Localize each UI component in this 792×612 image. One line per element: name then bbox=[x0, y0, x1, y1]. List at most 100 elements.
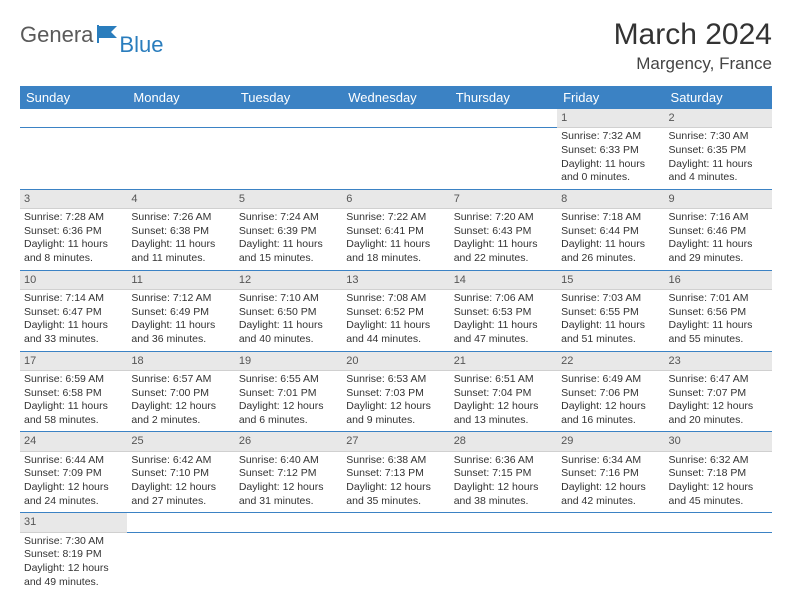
daylight-line: Daylight: 12 hours and 49 minutes. bbox=[24, 562, 123, 589]
logo-text-blue: Blue bbox=[119, 32, 163, 58]
weekday-header-row: SundayMondayTuesdayWednesdayThursdayFrid… bbox=[20, 86, 772, 109]
day-number-cell bbox=[20, 109, 127, 128]
sunset-line: Sunset: 6:44 PM bbox=[561, 225, 660, 239]
day-number-cell: 3 bbox=[20, 189, 127, 208]
day-content-cell: Sunrise: 7:03 AMSunset: 6:55 PMDaylight:… bbox=[557, 290, 664, 352]
day-number-cell: 5 bbox=[235, 189, 342, 208]
sunrise-line: Sunrise: 6:34 AM bbox=[561, 454, 660, 468]
day-number-row: 12 bbox=[20, 109, 772, 128]
day-content-cell: Sunrise: 6:53 AMSunset: 7:03 PMDaylight:… bbox=[342, 370, 449, 432]
day-content-cell: Sunrise: 6:36 AMSunset: 7:15 PMDaylight:… bbox=[450, 451, 557, 513]
sunset-line: Sunset: 7:10 PM bbox=[131, 467, 230, 481]
sunset-line: Sunset: 6:53 PM bbox=[454, 306, 553, 320]
sunset-line: Sunset: 7:07 PM bbox=[669, 387, 768, 401]
day-number-cell bbox=[127, 109, 234, 128]
day-number-cell bbox=[235, 109, 342, 128]
sunrise-line: Sunrise: 7:14 AM bbox=[24, 292, 123, 306]
sunset-line: Sunset: 6:58 PM bbox=[24, 387, 123, 401]
day-content-cell: Sunrise: 7:20 AMSunset: 6:43 PMDaylight:… bbox=[450, 209, 557, 271]
day-content-cell bbox=[20, 128, 127, 190]
daylight-line: Daylight: 12 hours and 16 minutes. bbox=[561, 400, 660, 427]
sunrise-line: Sunrise: 7:20 AM bbox=[454, 211, 553, 225]
daylight-line: Daylight: 11 hours and 18 minutes. bbox=[346, 238, 445, 265]
sunrise-line: Sunrise: 7:26 AM bbox=[131, 211, 230, 225]
day-content-row: Sunrise: 7:14 AMSunset: 6:47 PMDaylight:… bbox=[20, 290, 772, 352]
sunrise-line: Sunrise: 7:22 AM bbox=[346, 211, 445, 225]
location-label: Margency, France bbox=[614, 54, 772, 74]
daylight-line: Daylight: 12 hours and 24 minutes. bbox=[24, 481, 123, 508]
daylight-line: Daylight: 11 hours and 0 minutes. bbox=[561, 158, 660, 185]
daylight-line: Daylight: 11 hours and 51 minutes. bbox=[561, 319, 660, 346]
weekday-header: Friday bbox=[557, 86, 664, 109]
daylight-line: Daylight: 11 hours and 40 minutes. bbox=[239, 319, 338, 346]
sunrise-line: Sunrise: 6:55 AM bbox=[239, 373, 338, 387]
day-content-cell: Sunrise: 6:40 AMSunset: 7:12 PMDaylight:… bbox=[235, 451, 342, 513]
weekday-header: Monday bbox=[127, 86, 234, 109]
day-number-cell: 29 bbox=[557, 432, 664, 451]
weekday-header: Tuesday bbox=[235, 86, 342, 109]
sunrise-line: Sunrise: 7:03 AM bbox=[561, 292, 660, 306]
sunrise-line: Sunrise: 6:59 AM bbox=[24, 373, 123, 387]
sunset-line: Sunset: 6:47 PM bbox=[24, 306, 123, 320]
day-content-cell: Sunrise: 6:38 AMSunset: 7:13 PMDaylight:… bbox=[342, 451, 449, 513]
weekday-header: Thursday bbox=[450, 86, 557, 109]
sunrise-line: Sunrise: 6:57 AM bbox=[131, 373, 230, 387]
day-number-row: 24252627282930 bbox=[20, 432, 772, 451]
sunset-line: Sunset: 6:35 PM bbox=[669, 144, 768, 158]
day-content-cell: Sunrise: 7:12 AMSunset: 6:49 PMDaylight:… bbox=[127, 290, 234, 352]
sunset-line: Sunset: 6:49 PM bbox=[131, 306, 230, 320]
day-content-cell: Sunrise: 6:32 AMSunset: 7:18 PMDaylight:… bbox=[665, 451, 772, 513]
sunset-line: Sunset: 7:03 PM bbox=[346, 387, 445, 401]
sunrise-line: Sunrise: 7:32 AM bbox=[561, 130, 660, 144]
day-number-cell: 20 bbox=[342, 351, 449, 370]
sunrise-line: Sunrise: 7:01 AM bbox=[669, 292, 768, 306]
daylight-line: Daylight: 11 hours and 47 minutes. bbox=[454, 319, 553, 346]
sunset-line: Sunset: 6:52 PM bbox=[346, 306, 445, 320]
day-number-cell bbox=[450, 513, 557, 532]
day-number-cell: 10 bbox=[20, 270, 127, 289]
sunrise-line: Sunrise: 6:47 AM bbox=[669, 373, 768, 387]
day-content-cell bbox=[127, 532, 234, 593]
day-content-cell: Sunrise: 7:30 AMSunset: 6:35 PMDaylight:… bbox=[665, 128, 772, 190]
day-number-cell: 15 bbox=[557, 270, 664, 289]
sunset-line: Sunset: 7:13 PM bbox=[346, 467, 445, 481]
day-content-cell bbox=[665, 532, 772, 593]
day-content-cell bbox=[557, 532, 664, 593]
logo-flag-icon bbox=[97, 25, 119, 48]
sunset-line: Sunset: 6:41 PM bbox=[346, 225, 445, 239]
daylight-line: Daylight: 12 hours and 42 minutes. bbox=[561, 481, 660, 508]
day-number-cell bbox=[557, 513, 664, 532]
day-content-cell: Sunrise: 6:42 AMSunset: 7:10 PMDaylight:… bbox=[127, 451, 234, 513]
day-content-row: Sunrise: 7:28 AMSunset: 6:36 PMDaylight:… bbox=[20, 209, 772, 271]
day-number-cell: 19 bbox=[235, 351, 342, 370]
daylight-line: Daylight: 11 hours and 15 minutes. bbox=[239, 238, 338, 265]
daylight-line: Daylight: 11 hours and 4 minutes. bbox=[669, 158, 768, 185]
daylight-line: Daylight: 11 hours and 58 minutes. bbox=[24, 400, 123, 427]
sunset-line: Sunset: 7:00 PM bbox=[131, 387, 230, 401]
day-number-row: 3456789 bbox=[20, 189, 772, 208]
day-content-cell: Sunrise: 7:10 AMSunset: 6:50 PMDaylight:… bbox=[235, 290, 342, 352]
daylight-line: Daylight: 11 hours and 33 minutes. bbox=[24, 319, 123, 346]
day-content-cell: Sunrise: 7:28 AMSunset: 6:36 PMDaylight:… bbox=[20, 209, 127, 271]
day-content-row: Sunrise: 7:30 AMSunset: 8:19 PMDaylight:… bbox=[20, 532, 772, 593]
sunset-line: Sunset: 6:56 PM bbox=[669, 306, 768, 320]
daylight-line: Daylight: 12 hours and 45 minutes. bbox=[669, 481, 768, 508]
sunrise-line: Sunrise: 7:24 AM bbox=[239, 211, 338, 225]
weekday-header: Wednesday bbox=[342, 86, 449, 109]
sunrise-line: Sunrise: 6:38 AM bbox=[346, 454, 445, 468]
daylight-line: Daylight: 11 hours and 29 minutes. bbox=[669, 238, 768, 265]
day-number-cell: 2 bbox=[665, 109, 772, 128]
sunrise-line: Sunrise: 7:18 AM bbox=[561, 211, 660, 225]
daylight-line: Daylight: 11 hours and 26 minutes. bbox=[561, 238, 660, 265]
day-number-cell: 4 bbox=[127, 189, 234, 208]
day-number-cell: 31 bbox=[20, 513, 127, 532]
daylight-line: Daylight: 11 hours and 8 minutes. bbox=[24, 238, 123, 265]
day-content-cell: Sunrise: 6:57 AMSunset: 7:00 PMDaylight:… bbox=[127, 370, 234, 432]
sunrise-line: Sunrise: 7:06 AM bbox=[454, 292, 553, 306]
sunrise-line: Sunrise: 7:28 AM bbox=[24, 211, 123, 225]
day-number-cell: 30 bbox=[665, 432, 772, 451]
daylight-line: Daylight: 12 hours and 13 minutes. bbox=[454, 400, 553, 427]
sunset-line: Sunset: 7:01 PM bbox=[239, 387, 338, 401]
day-number-row: 31 bbox=[20, 513, 772, 532]
sunrise-line: Sunrise: 6:40 AM bbox=[239, 454, 338, 468]
